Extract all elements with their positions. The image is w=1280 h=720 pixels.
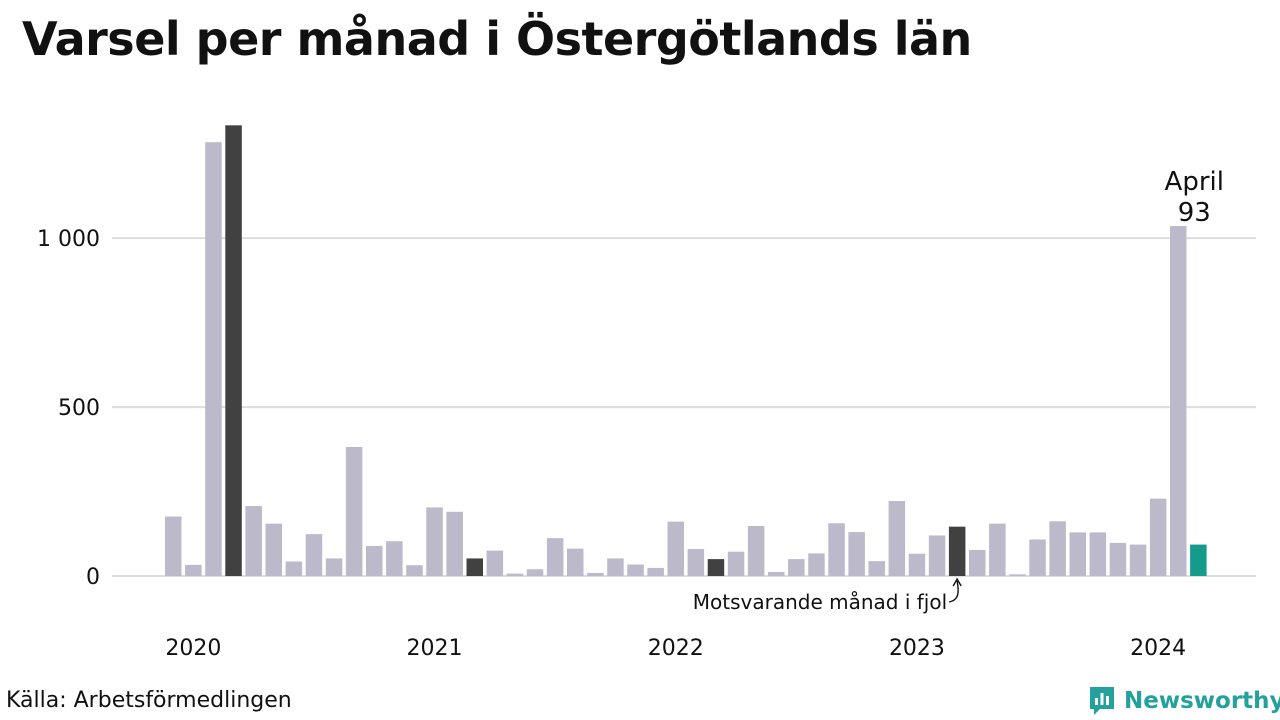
x-tick-label: 2021 [407,636,463,661]
bar[interactable] [205,142,222,577]
bar[interactable] [1049,521,1066,576]
y-tick-label: 500 [58,396,100,421]
bar-comparison-month[interactable] [466,558,484,576]
bar-comparison-month[interactable] [948,526,966,576]
bar[interactable] [928,535,946,576]
bar[interactable] [828,523,845,576]
bar[interactable] [687,548,705,576]
bar[interactable] [1069,532,1087,576]
bar[interactable] [546,538,564,576]
bar[interactable] [245,506,262,576]
x-tick-label: 2020 [165,636,221,661]
bar[interactable] [627,564,644,576]
bar[interactable] [1129,544,1147,576]
bar[interactable] [486,550,504,576]
bar-comparison-month[interactable] [225,125,242,576]
bar[interactable] [868,561,886,576]
bar[interactable] [567,548,584,576]
bar[interactable] [768,571,785,576]
current-value-label: 93 [1178,198,1211,228]
bar[interactable] [647,567,664,576]
bar[interactable] [265,523,283,576]
newsworthy-logo-icon [1090,687,1114,715]
bar[interactable] [1149,498,1167,576]
newsworthy-logo[interactable]: Newsworthy [1088,684,1280,718]
bar[interactable] [1089,532,1107,576]
bar[interactable] [888,500,906,576]
axis-labels: 0 500 1 000 2020 2021 2022 2023 2024 [37,227,1186,661]
x-tick-label: 2023 [889,636,945,661]
bars [165,125,1207,577]
bar[interactable] [908,553,926,576]
x-tick-label: 2022 [648,636,704,661]
comparison-arrowhead [952,577,962,587]
bar[interactable] [165,516,182,576]
comparison-arrow [948,580,959,603]
bar[interactable] [848,532,865,576]
bar[interactable] [325,558,343,576]
bar[interactable] [587,572,604,576]
bar[interactable] [1109,542,1127,576]
bar[interactable] [285,561,303,576]
bar[interactable] [386,541,403,576]
bar-current-month[interactable] [1190,544,1207,576]
bar[interactable] [747,525,765,576]
bar[interactable] [446,511,463,576]
current-month-label: April [1165,167,1224,197]
bar[interactable] [808,553,825,576]
source-label: Källa: Arbetsförmedlingen [6,688,292,713]
bar[interactable] [426,507,443,576]
x-tick-label: 2024 [1130,636,1186,661]
bar[interactable] [727,551,745,576]
newsworthy-logo-text: Newsworthy [1124,688,1280,714]
bar[interactable] [969,549,986,576]
bar[interactable] [788,559,805,576]
bar[interactable] [185,564,202,576]
bar[interactable] [1009,574,1026,576]
bar[interactable] [607,558,624,576]
y-tick-label: 1 000 [37,227,100,252]
bar[interactable] [406,565,423,576]
comparison-note: Motsvarande månad i fjol [693,590,947,614]
chart-title: Varsel per månad i Östergötlands län [22,12,972,66]
bar[interactable] [305,534,323,576]
bar[interactable] [506,573,524,576]
bar[interactable] [1029,539,1046,576]
bar[interactable] [366,545,383,576]
bar[interactable] [345,446,363,576]
bar[interactable] [1170,225,1187,577]
bar-comparison-month[interactable] [707,559,725,576]
bar[interactable] [989,523,1006,576]
bar[interactable] [526,569,544,576]
bar[interactable] [667,521,685,576]
y-tick-label: 0 [86,565,100,590]
